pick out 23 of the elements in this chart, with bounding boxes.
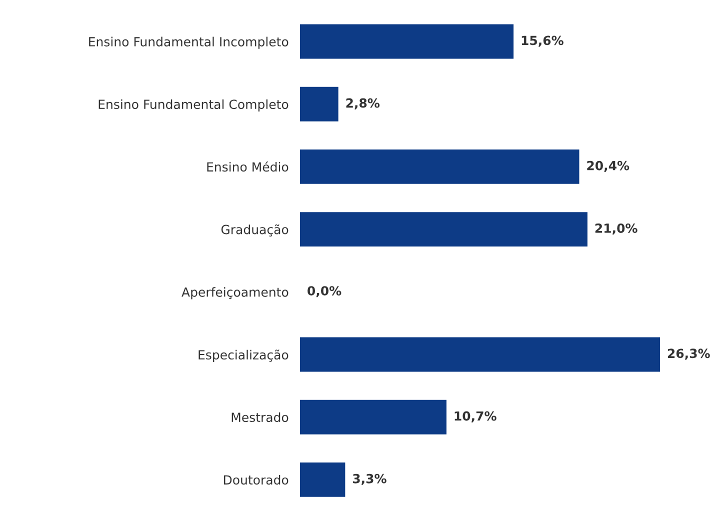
data-label: 0,0% [308,286,342,298]
y-tick-label: Especialização [198,350,288,362]
data-label: 21,0% [595,223,638,235]
bar [300,24,514,59]
bar [300,86,338,122]
data-label: 3,3% [352,474,386,485]
y-tick-label: Ensino Fundamental Incompleto [89,36,288,49]
data-label: 15,6% [522,36,564,47]
bar [300,150,580,184]
y-tick-label: Doutorado [224,474,288,485]
y-tick-label: Mestrado [232,412,288,422]
data-label: 26,3% [668,348,710,360]
y-tick-label: Graduação [221,224,288,236]
data-label: 2,8% [346,98,380,110]
y-tick-label: Aperfeiçoamento [182,287,288,300]
bar [300,212,588,247]
data-label: 10,7% [454,411,496,422]
y-tick-label: Ensino Fundamental Completo [98,99,288,112]
bar [300,400,446,434]
bar [300,337,660,372]
bar [300,462,346,497]
y-tick-label: Ensino Médio [207,161,288,172]
data-label: 20,4% [587,160,630,172]
